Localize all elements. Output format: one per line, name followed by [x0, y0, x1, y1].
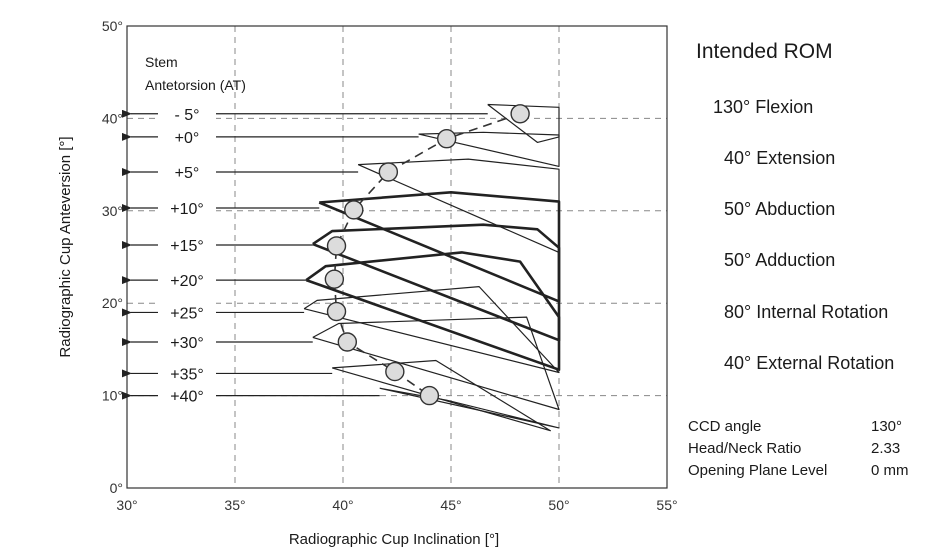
optimum-points	[324, 104, 530, 406]
stem-label: +30°	[170, 335, 204, 352]
optimum-point	[344, 200, 364, 220]
rom-item: 80° Internal Rotation	[724, 302, 889, 322]
x-tick-label: 45°	[440, 497, 461, 513]
y-tick-label: 10°	[102, 388, 123, 404]
optimum-point	[337, 332, 358, 352]
stem-label-bg	[158, 363, 216, 384]
stem-label-bg	[158, 332, 216, 353]
optimum-point	[326, 236, 347, 256]
grid	[127, 26, 667, 488]
optimum-point	[378, 162, 399, 182]
rom-zone	[379, 387, 560, 429]
x-tick-label: 30°	[116, 497, 137, 513]
param-label: Head/Neck Ratio	[688, 440, 802, 457]
stem-label: +5°	[175, 165, 200, 182]
rom-zones	[303, 103, 561, 432]
x-tick-label: 35°	[224, 497, 245, 513]
stem-label: +20°	[170, 273, 204, 290]
stem-label: +10°	[170, 201, 204, 218]
stem-subtitle: Antetorsion (AT)	[145, 77, 246, 93]
optimum-point	[419, 385, 440, 406]
stem-label-bg	[158, 234, 216, 255]
param-value: 2.33	[871, 440, 901, 457]
x-axis-label: Radiographic Cup Inclination [°]	[289, 531, 499, 548]
optimum-point	[326, 301, 347, 322]
stem-label-bg	[158, 270, 216, 291]
y-tick-label: 30°	[102, 203, 123, 219]
rom-zone	[318, 191, 561, 303]
optimum-line	[333, 113, 521, 397]
stem-label-bg	[158, 161, 216, 182]
rom-title: Intended ROM	[696, 40, 833, 63]
x-tick-label: 40°	[332, 497, 353, 513]
plot-frame	[126, 25, 668, 489]
optimum-point	[436, 129, 457, 149]
stem-title: Stem	[145, 54, 178, 70]
stem-arrows: - 5° +0° +5° +10° +15° +20° +25° +30° +35° +40°	[122, 103, 488, 406]
x-tick-label: 50°	[548, 497, 569, 513]
rom-item: 50° Adduction	[724, 250, 836, 270]
stem-label: +25°	[170, 305, 204, 322]
y-tick-label: 0°	[110, 480, 123, 496]
stem-label: +35°	[170, 366, 204, 383]
y-tick-label: 50°	[102, 18, 123, 34]
axis-ticks: 30° 35° 40° 45° 50° 55° 0° 10° 20° 30° 40° 50°	[102, 18, 678, 513]
rom-item: 130° Flexion	[713, 97, 814, 117]
stem-label-bg	[158, 103, 216, 124]
y-tick-label: 20°	[102, 295, 123, 311]
rom-item: 40° External Rotation	[724, 353, 895, 373]
rom-zone	[305, 251, 561, 372]
y-axis-label: Radiographic Cup Anteversion [°]	[57, 136, 74, 357]
x-tick-label: 55°	[656, 497, 677, 513]
stem-label: +0°	[175, 130, 200, 147]
optimum-point	[385, 361, 405, 382]
optimum-point	[510, 104, 530, 124]
param-value: 130°	[871, 418, 903, 435]
rom-item: 50° Abduction	[724, 199, 836, 219]
param-label: Opening Plane Level	[688, 462, 828, 479]
rom-zone	[303, 286, 560, 374]
chart: - 5° +0° +5° +10° +15° +20° +25° +30° +35° +40° 3…	[57, 18, 678, 548]
y-tick-label: 40°	[102, 110, 123, 126]
stem-label: - 5°	[174, 107, 199, 124]
stem-label: +15°	[170, 238, 204, 255]
stem-label: +40°	[170, 389, 204, 406]
stem-label-bg	[158, 385, 216, 406]
rom-zone	[357, 158, 560, 253]
param-value: 0 mm	[871, 462, 909, 479]
param-label: CCD angle	[688, 418, 762, 435]
stem-label-bg	[158, 126, 216, 147]
rom-item: 40° Extension	[724, 148, 836, 168]
stem-label-bg	[158, 198, 216, 219]
optimum-point	[324, 269, 345, 289]
stem-label-bg	[158, 302, 216, 323]
